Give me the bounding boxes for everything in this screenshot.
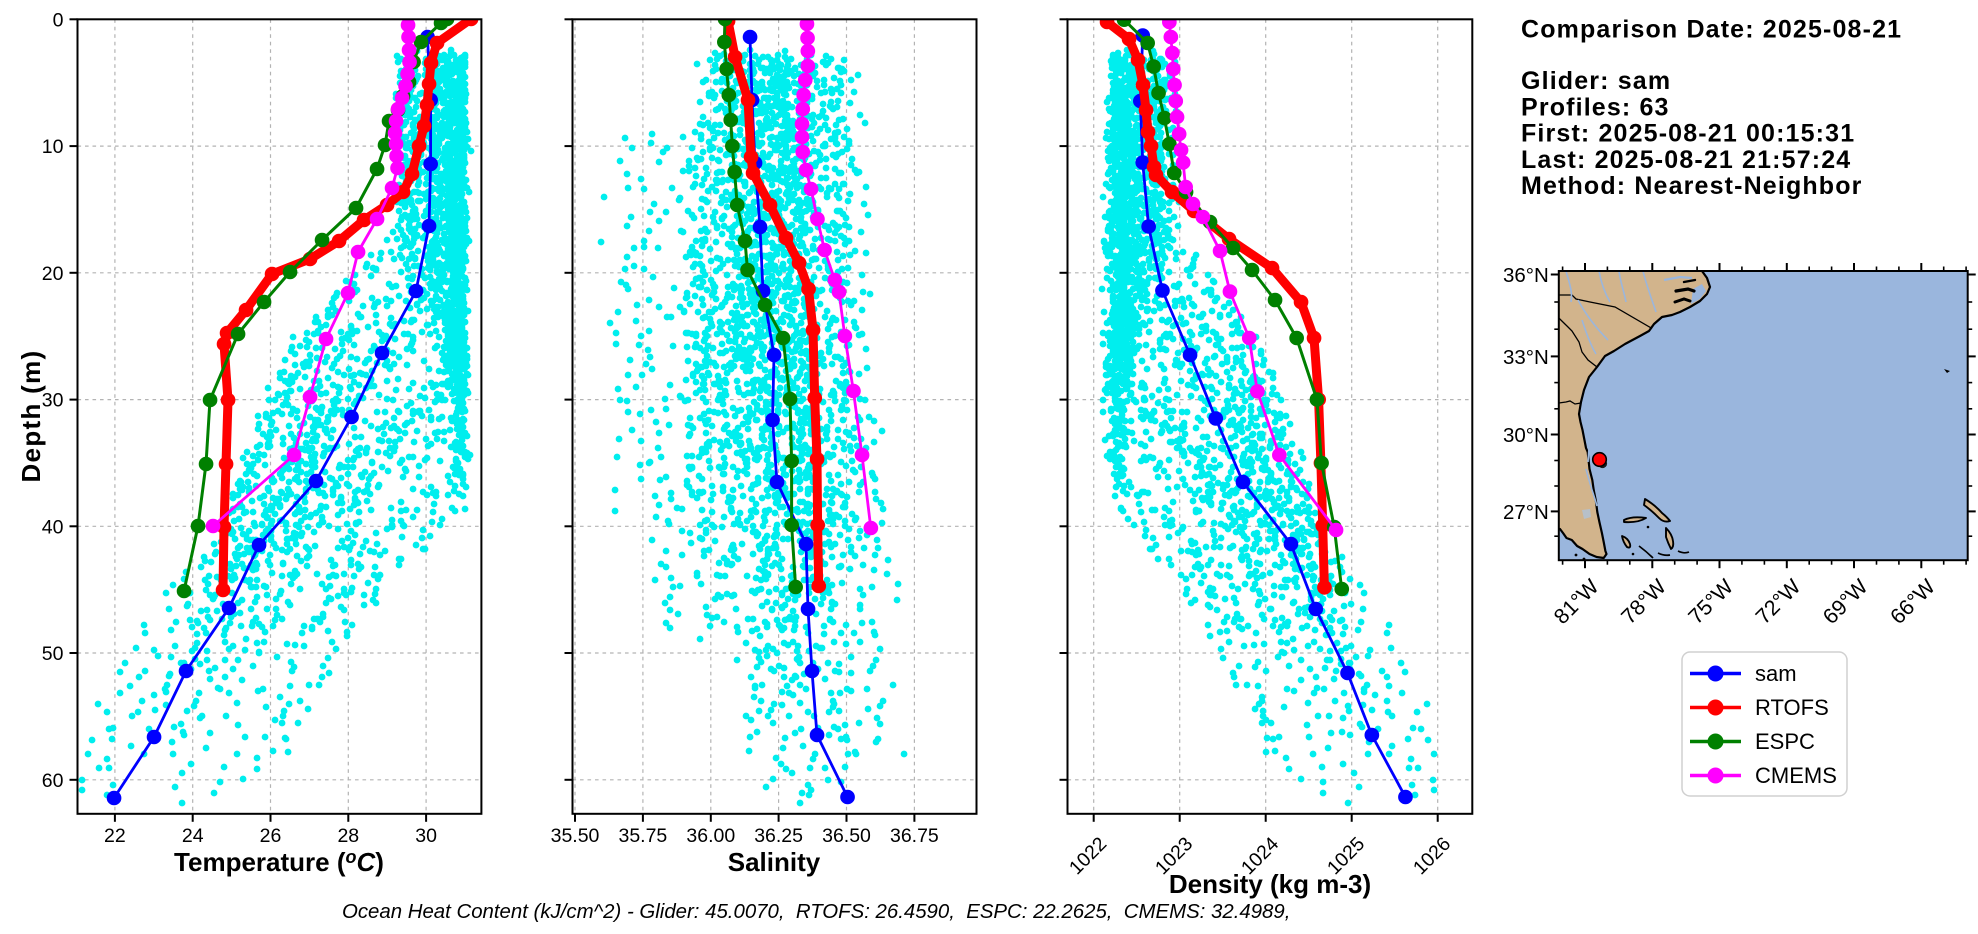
- svg-text:28: 28: [337, 825, 359, 847]
- svg-text:Comparison Date: 2025-08-21: Comparison Date: 2025-08-21: [1521, 15, 1902, 43]
- svg-text:Density (kg m-3): Density (kg m-3): [1169, 869, 1371, 899]
- svg-text:36.25: 36.25: [754, 825, 803, 847]
- svg-text:Method: Nearest-Neighbor: Method: Nearest-Neighbor: [1521, 172, 1863, 200]
- svg-text:Salinity: Salinity: [728, 847, 821, 877]
- svg-text:36.75: 36.75: [890, 825, 939, 847]
- svg-text:Profiles: 63: Profiles: 63: [1521, 93, 1670, 121]
- svg-text:36.00: 36.00: [686, 825, 735, 847]
- svg-text:30°N: 30°N: [1503, 424, 1549, 447]
- svg-text:0: 0: [53, 9, 64, 31]
- svg-text:10: 10: [42, 136, 64, 158]
- svg-text:36.50: 36.50: [822, 825, 871, 847]
- svg-text:30: 30: [415, 825, 437, 847]
- svg-text:RTOFS: RTOFS: [1755, 695, 1829, 720]
- svg-text:50: 50: [42, 643, 64, 665]
- svg-text:40: 40: [42, 516, 64, 538]
- svg-text:22: 22: [104, 825, 126, 847]
- svg-text:20: 20: [42, 263, 64, 285]
- svg-text:CMEMS: CMEMS: [1755, 763, 1837, 788]
- svg-text:26: 26: [260, 825, 282, 847]
- svg-text:30: 30: [42, 390, 64, 412]
- svg-text:ESPC: ESPC: [1755, 729, 1815, 754]
- svg-text:60: 60: [42, 770, 64, 792]
- svg-text:35.50: 35.50: [551, 825, 600, 847]
- svg-text:First: 2025-08-21 00:15:31: First: 2025-08-21 00:15:31: [1521, 120, 1855, 148]
- svg-text:36°N: 36°N: [1503, 264, 1549, 287]
- svg-text:24: 24: [182, 825, 204, 847]
- svg-text:35.75: 35.75: [618, 825, 667, 847]
- svg-text:Glider: sam: Glider: sam: [1521, 67, 1671, 95]
- svg-text:Depth (m): Depth (m): [16, 349, 46, 482]
- svg-text:Ocean Heat Content (kJ/cm^2) -: Ocean Heat Content (kJ/cm^2) - Glider: 4…: [342, 901, 1290, 923]
- svg-text:27°N: 27°N: [1503, 501, 1549, 524]
- svg-text:33°N: 33°N: [1503, 346, 1549, 369]
- svg-text:sam: sam: [1755, 661, 1797, 686]
- svg-text:Last: 2025-08-21 21:57:24: Last: 2025-08-21 21:57:24: [1521, 146, 1851, 174]
